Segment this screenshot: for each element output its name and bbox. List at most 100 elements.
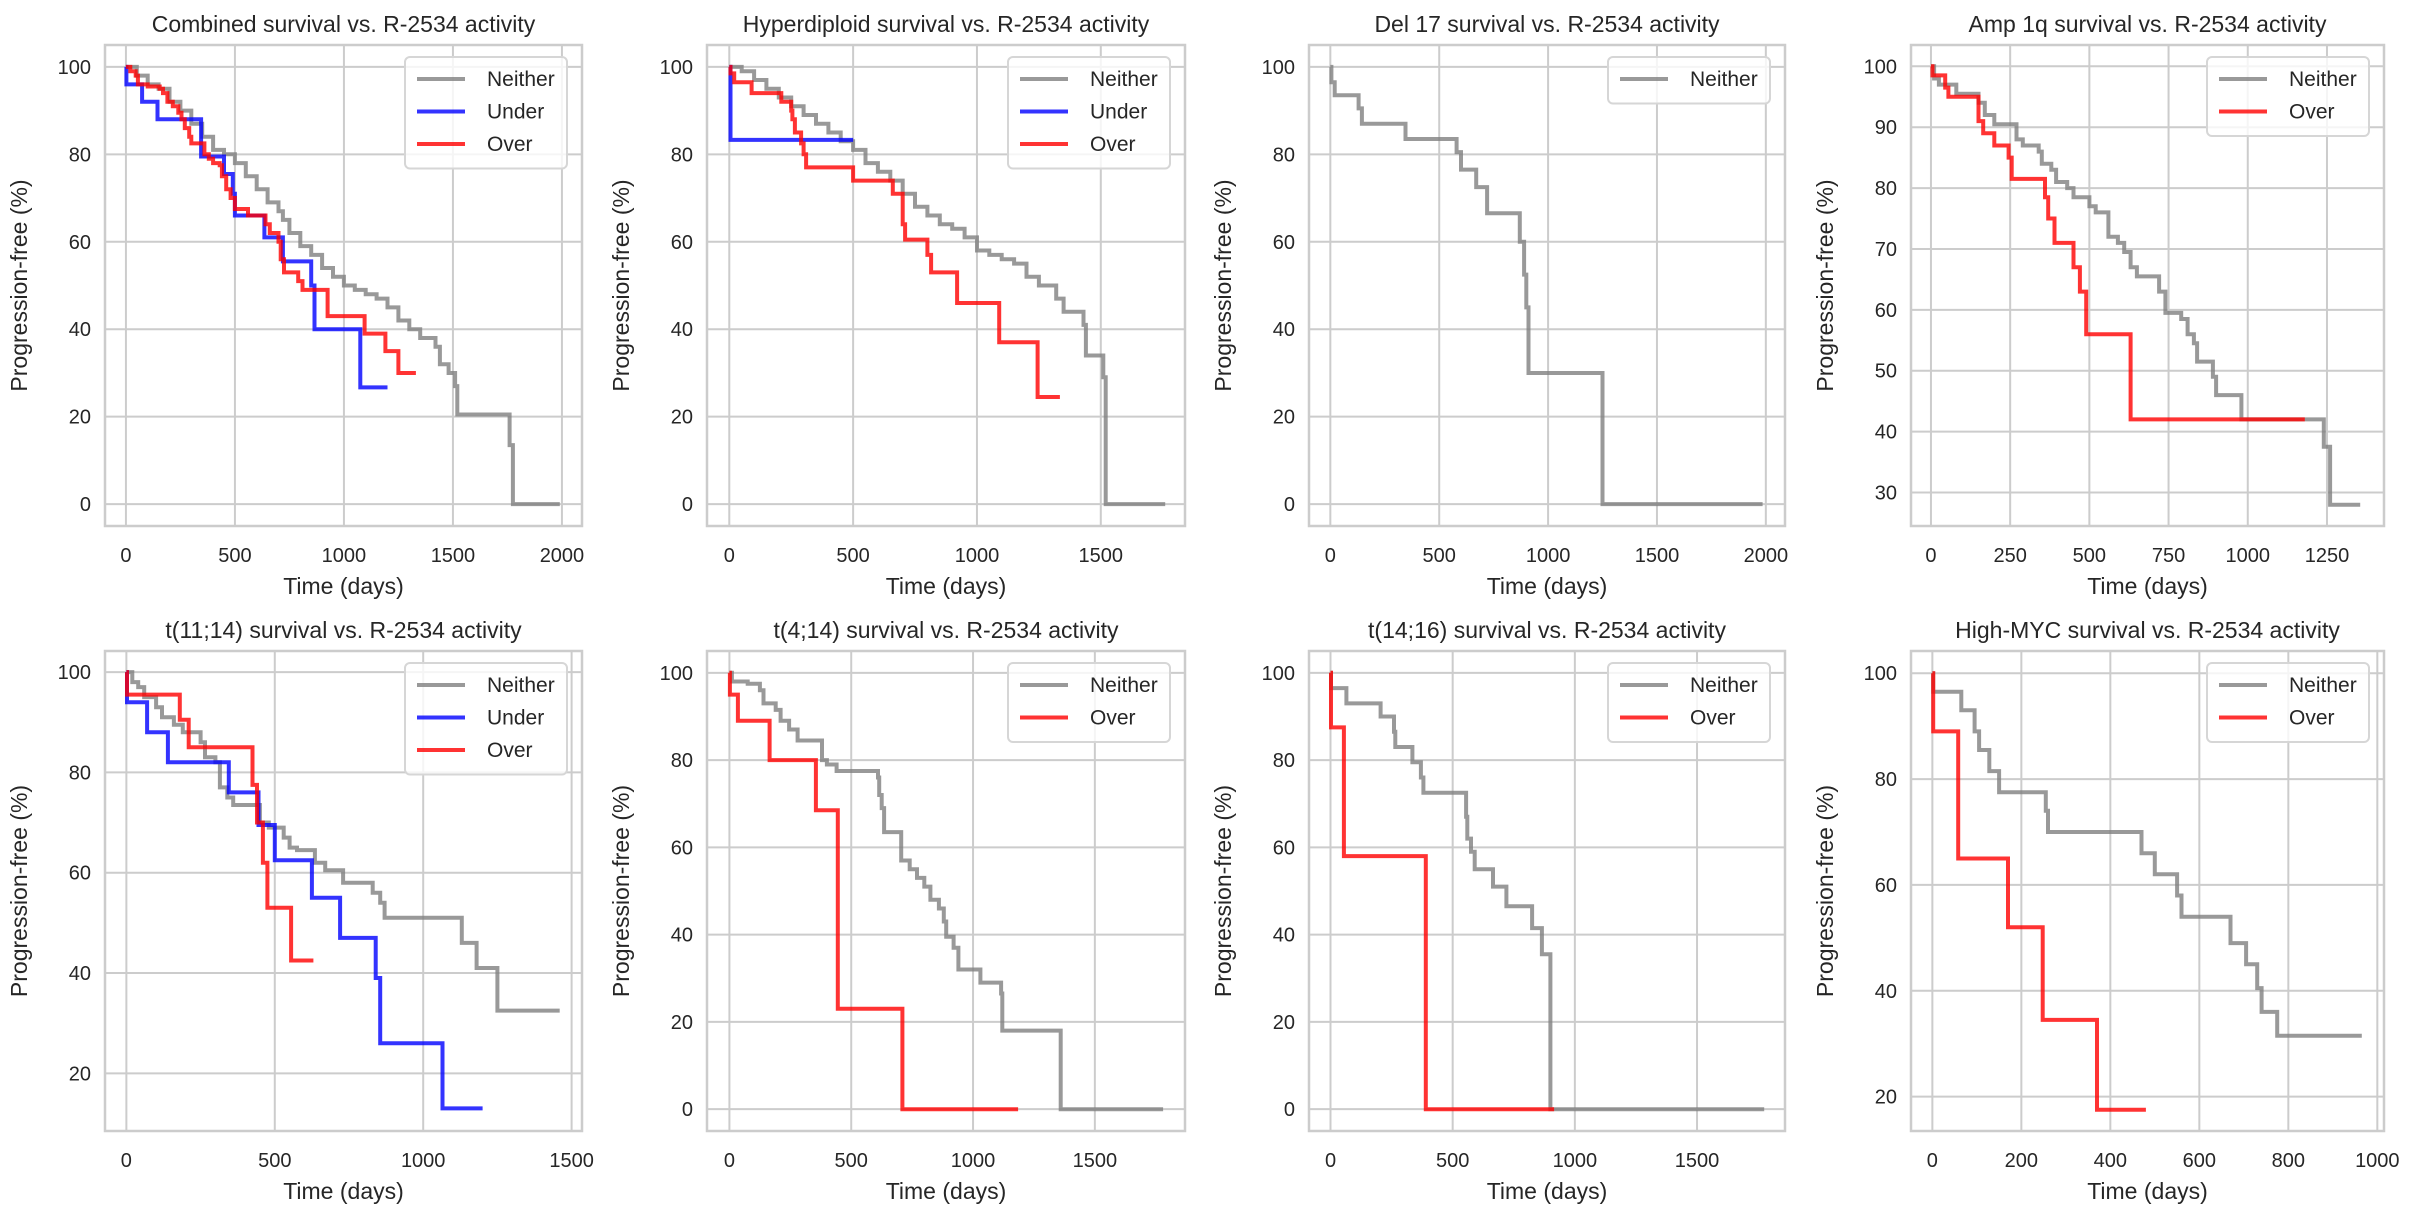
x-tick-label: 0 [1927,1150,1938,1172]
legend-box [1007,662,1171,743]
legend-label-under: Under [487,101,544,124]
plot-frame [103,43,584,528]
survival-curve-over [125,64,416,375]
legend-box [404,56,568,170]
x-tick-label: 0 [1325,1150,1336,1172]
legend-box [1607,662,1771,743]
plot-frame [1307,649,1787,1133]
legend: Neither [1607,56,1771,105]
x-tick-label: 1000 [2226,545,2271,567]
y-tick-label: 60 [69,232,91,254]
chart-panel-6: 0 500 1000 1500 0 20 40 60 80 100 t(4;14) survival… [608,617,1187,1204]
chart-panel-1: 0 500 1000 1500 2000 0 20 40 60 80 100 Combined sur… [6,11,584,599]
y-axis-label: Progression-free (%) [1210,179,1236,391]
chart-panel-7: 0 500 1000 1500 0 20 40 60 80 100 t(14;16) surviva… [1210,617,1787,1204]
x-tick-label: 500 [1423,545,1456,567]
y-axis-label: Progression-free (%) [1210,785,1236,997]
x-tick-label: 400 [2094,1150,2127,1172]
y-axis-label: Progression-free (%) [1812,785,1838,997]
chart-title: Del 17 survival vs. R-2534 activity [1374,11,1720,37]
legend-label-neither: Neither [1690,674,1758,697]
legend-label-neither: Neither [487,68,555,91]
y-tick-label: 60 [1875,875,1897,897]
y-tick-label: 40 [671,319,693,341]
x-tick-label: 500 [218,545,251,567]
legend: Neither Over [2206,56,2370,137]
x-tick-label: 750 [2152,545,2185,567]
legend-label-neither: Neither [2289,68,2357,91]
legend-label-neither: Neither [487,674,555,697]
y-tick-label: 20 [1875,1087,1897,1109]
x-tick-label: 1000 [1553,1150,1598,1172]
plot-frame [103,649,584,1133]
chart-title: t(14;16) survival vs. R-2534 activity [1368,617,1726,643]
y-tick-label: 60 [69,863,91,885]
x-tick-label: 1500 [431,545,476,567]
survival-curve-over [728,64,1060,399]
y-tick-label: 0 [80,494,91,516]
x-tick-label: 1000 [1526,545,1571,567]
legend-label-over: Over [1090,707,1136,730]
y-axis-label: Progression-free (%) [608,785,634,997]
x-tick-label: 1000 [401,1150,446,1172]
chart-title: t(4;14) survival vs. R-2534 activity [773,617,1119,643]
legend-box [404,662,568,776]
legend-label-over: Over [1090,133,1136,156]
x-tick-label: 0 [1325,545,1336,567]
x-axis-label: Time (days) [283,573,404,599]
y-axis-label: Progression-free (%) [1812,179,1838,391]
y-tick-label: 100 [1864,56,1897,78]
y-tick-label: 100 [660,57,693,79]
x-tick-label: 1500 [1675,1150,1720,1172]
chart-title: Combined survival vs. R-2534 activity [152,11,536,37]
x-tick-label: 500 [258,1150,291,1172]
y-tick-label: 40 [1875,981,1897,1003]
x-axis-label: Time (days) [886,1178,1007,1204]
y-tick-label: 40 [671,925,693,947]
x-axis-label: Time (days) [283,1178,404,1204]
y-tick-label: 0 [682,494,693,516]
y-tick-label: 80 [1875,769,1897,791]
x-tick-label: 2000 [540,545,585,567]
chart-title: t(11;14) survival vs. R-2534 activity [165,617,522,643]
legend: Neither Under Over [404,662,568,776]
chart-panel-4: 0 250 500 750 1000 1250 30 40 50 60 70 80 90 100 Amp 1… [1812,11,2386,599]
y-tick-label: 80 [69,762,91,784]
x-tick-label: 1000 [322,545,367,567]
plot-frame [1909,43,2386,528]
y-tick-label: 20 [1273,407,1295,429]
legend: Neither Under Over [1007,56,1171,170]
y-tick-label: 30 [1875,483,1897,505]
legend-box [2206,662,2370,743]
x-tick-label: 1000 [2355,1150,2400,1172]
x-tick-label: 800 [2272,1150,2305,1172]
legend-box [1007,56,1171,170]
legend-label-over: Over [1690,707,1736,730]
chart-panel-8: 0 200 400 600 800 1000 20 40 60 80 100 High-MYC sur… [1812,617,2400,1204]
x-axis-label: Time (days) [886,573,1007,599]
legend: Neither Over [1007,662,1171,743]
legend-label-over: Over [2289,707,2335,730]
x-tick-label: 1500 [1073,1150,1118,1172]
plot-frame [705,649,1187,1133]
y-tick-label: 80 [69,144,91,166]
y-tick-label: 20 [1273,1012,1295,1034]
y-tick-label: 100 [58,57,91,79]
x-tick-label: 1250 [2305,545,2350,567]
y-axis-label: Progression-free (%) [608,179,634,391]
chart-title: Amp 1q survival vs. R-2534 activity [1969,11,2327,37]
x-axis-label: Time (days) [1487,1178,1608,1204]
y-tick-label: 20 [69,407,91,429]
survival-curve-over [1931,671,2146,1112]
y-tick-label: 60 [1273,232,1295,254]
chart-panel-3: 0 500 1000 1500 2000 0 20 40 60 80 100 Del 17 survi… [1210,11,1788,599]
legend-label-under: Under [487,707,544,730]
legend-box [2206,56,2370,137]
y-tick-label: 80 [671,750,693,772]
chart-panel-2: 0 500 1000 1500 0 20 40 60 80 100 Hyperdiploid sur… [608,11,1187,599]
plot-frame [705,43,1187,528]
survival-curve-over [727,670,1019,1112]
x-tick-label: 0 [724,1150,735,1172]
survival-curve-neither [729,670,1164,1112]
